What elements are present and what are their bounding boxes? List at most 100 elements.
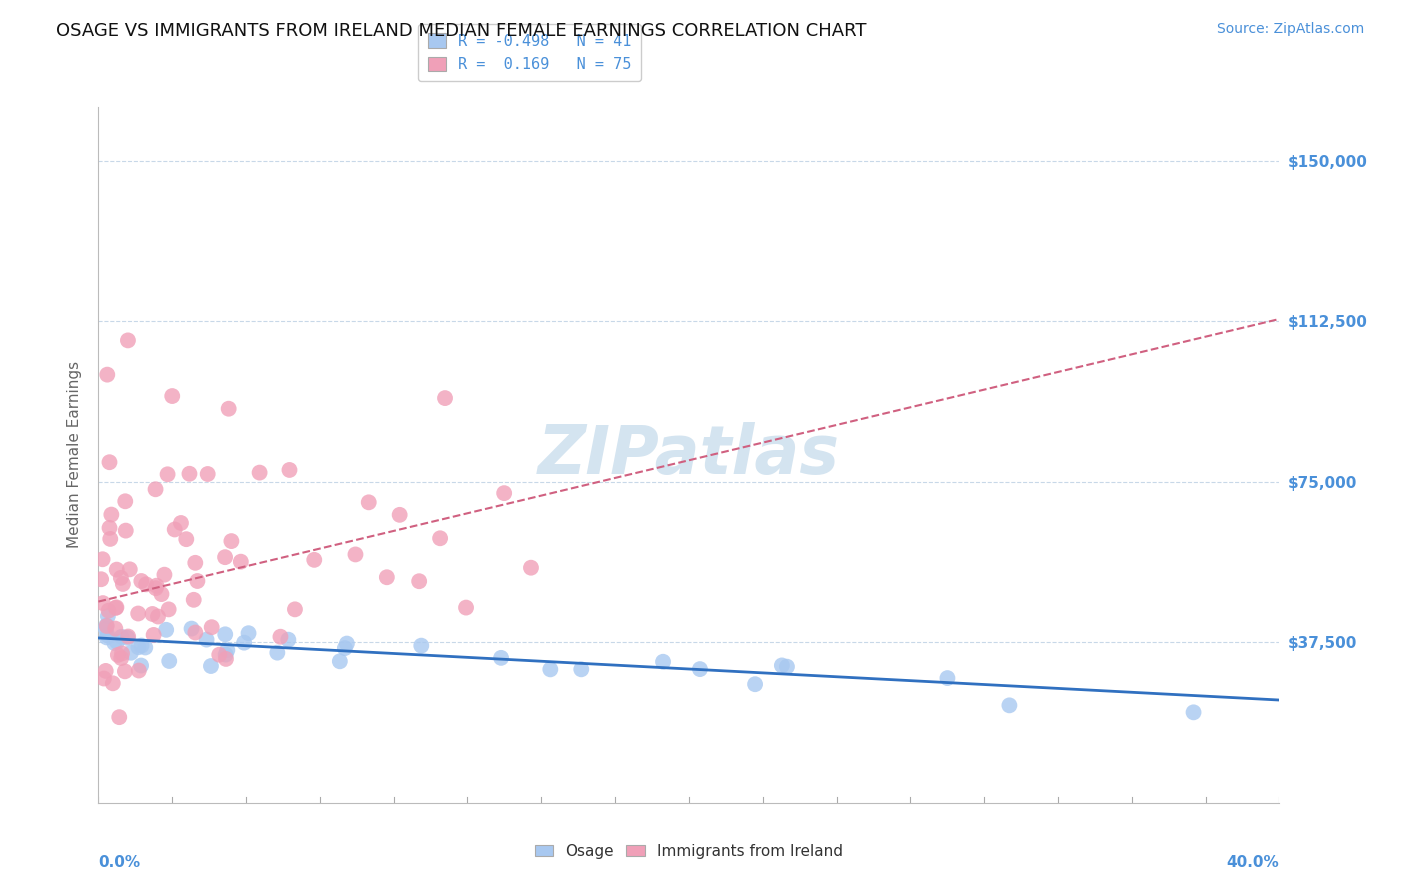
Point — [277, 632, 299, 647]
Point — [218, 401, 240, 416]
Point — [520, 560, 543, 574]
Point — [1182, 706, 1205, 720]
Point — [117, 334, 139, 348]
Point — [118, 562, 141, 576]
Legend: Osage, Immigrants from Ireland: Osage, Immigrants from Ireland — [529, 838, 849, 864]
Point — [689, 662, 711, 676]
Point — [569, 662, 592, 676]
Point — [494, 486, 516, 500]
Point — [183, 592, 205, 607]
Point — [434, 391, 457, 405]
Point — [93, 672, 115, 686]
Point — [135, 577, 157, 591]
Point — [744, 677, 766, 691]
Point — [104, 601, 127, 615]
Point — [114, 665, 136, 679]
Point — [215, 652, 238, 666]
Point — [489, 651, 512, 665]
Point — [117, 630, 139, 644]
Point — [408, 574, 430, 589]
Point — [91, 552, 114, 566]
Point — [105, 600, 128, 615]
Point — [180, 622, 202, 636]
Point — [114, 524, 136, 538]
Text: OSAGE VS IMMIGRANTS FROM IRELAND MEDIAN FEMALE EARNINGS CORRELATION CHART: OSAGE VS IMMIGRANTS FROM IRELAND MEDIAN … — [56, 22, 866, 40]
Point — [91, 596, 114, 610]
Point — [411, 639, 433, 653]
Point — [266, 646, 288, 660]
Text: Source: ZipAtlas.com: Source: ZipAtlas.com — [1216, 22, 1364, 37]
Point — [129, 658, 152, 673]
Point — [388, 508, 411, 522]
Point — [94, 664, 117, 678]
Point — [120, 646, 142, 660]
Point — [214, 550, 236, 565]
Point — [229, 555, 252, 569]
Point — [97, 604, 120, 618]
Point — [344, 548, 367, 562]
Point — [114, 494, 136, 508]
Point — [357, 495, 380, 509]
Point — [134, 640, 156, 655]
Point — [104, 622, 127, 636]
Point — [162, 389, 183, 403]
Point — [128, 664, 150, 678]
Point — [150, 587, 173, 601]
Point — [249, 466, 271, 480]
Point — [179, 467, 201, 481]
Text: ZIPatlas: ZIPatlas — [538, 422, 839, 488]
Point — [98, 455, 121, 469]
Point — [153, 567, 176, 582]
Point — [336, 636, 359, 650]
Point — [145, 483, 167, 497]
Point — [146, 609, 169, 624]
Point — [304, 553, 326, 567]
Point — [186, 574, 208, 588]
Point — [98, 521, 121, 535]
Point — [110, 571, 132, 585]
Point — [98, 532, 121, 546]
Point — [238, 626, 260, 640]
Point — [652, 655, 675, 669]
Point — [174, 532, 197, 546]
Point — [141, 607, 163, 621]
Point — [195, 632, 218, 647]
Point — [155, 623, 177, 637]
Point — [454, 600, 477, 615]
Point — [117, 631, 139, 645]
Point — [107, 648, 129, 662]
Point — [127, 640, 149, 655]
Point — [233, 635, 256, 649]
Point — [142, 628, 165, 642]
Point — [200, 659, 222, 673]
Point — [936, 671, 959, 685]
Point — [111, 577, 134, 591]
Point — [184, 556, 207, 570]
Point — [156, 467, 179, 482]
Point — [94, 622, 117, 636]
Point — [217, 643, 239, 657]
Point — [776, 659, 799, 673]
Point — [97, 609, 120, 624]
Point — [375, 570, 398, 584]
Point — [197, 467, 219, 481]
Point — [163, 523, 186, 537]
Point — [221, 534, 243, 549]
Point — [103, 636, 125, 650]
Text: 40.0%: 40.0% — [1226, 855, 1279, 870]
Point — [770, 658, 793, 673]
Point — [101, 676, 124, 690]
Point — [96, 631, 118, 645]
Text: 0.0%: 0.0% — [98, 855, 141, 870]
Point — [333, 641, 356, 656]
Point — [269, 630, 291, 644]
Point — [278, 463, 301, 477]
Point — [100, 508, 122, 522]
Point — [96, 368, 118, 382]
Point — [208, 648, 231, 662]
Point — [170, 516, 193, 530]
Point — [110, 630, 132, 644]
Point — [90, 572, 112, 586]
Point — [284, 602, 307, 616]
Point — [105, 563, 128, 577]
